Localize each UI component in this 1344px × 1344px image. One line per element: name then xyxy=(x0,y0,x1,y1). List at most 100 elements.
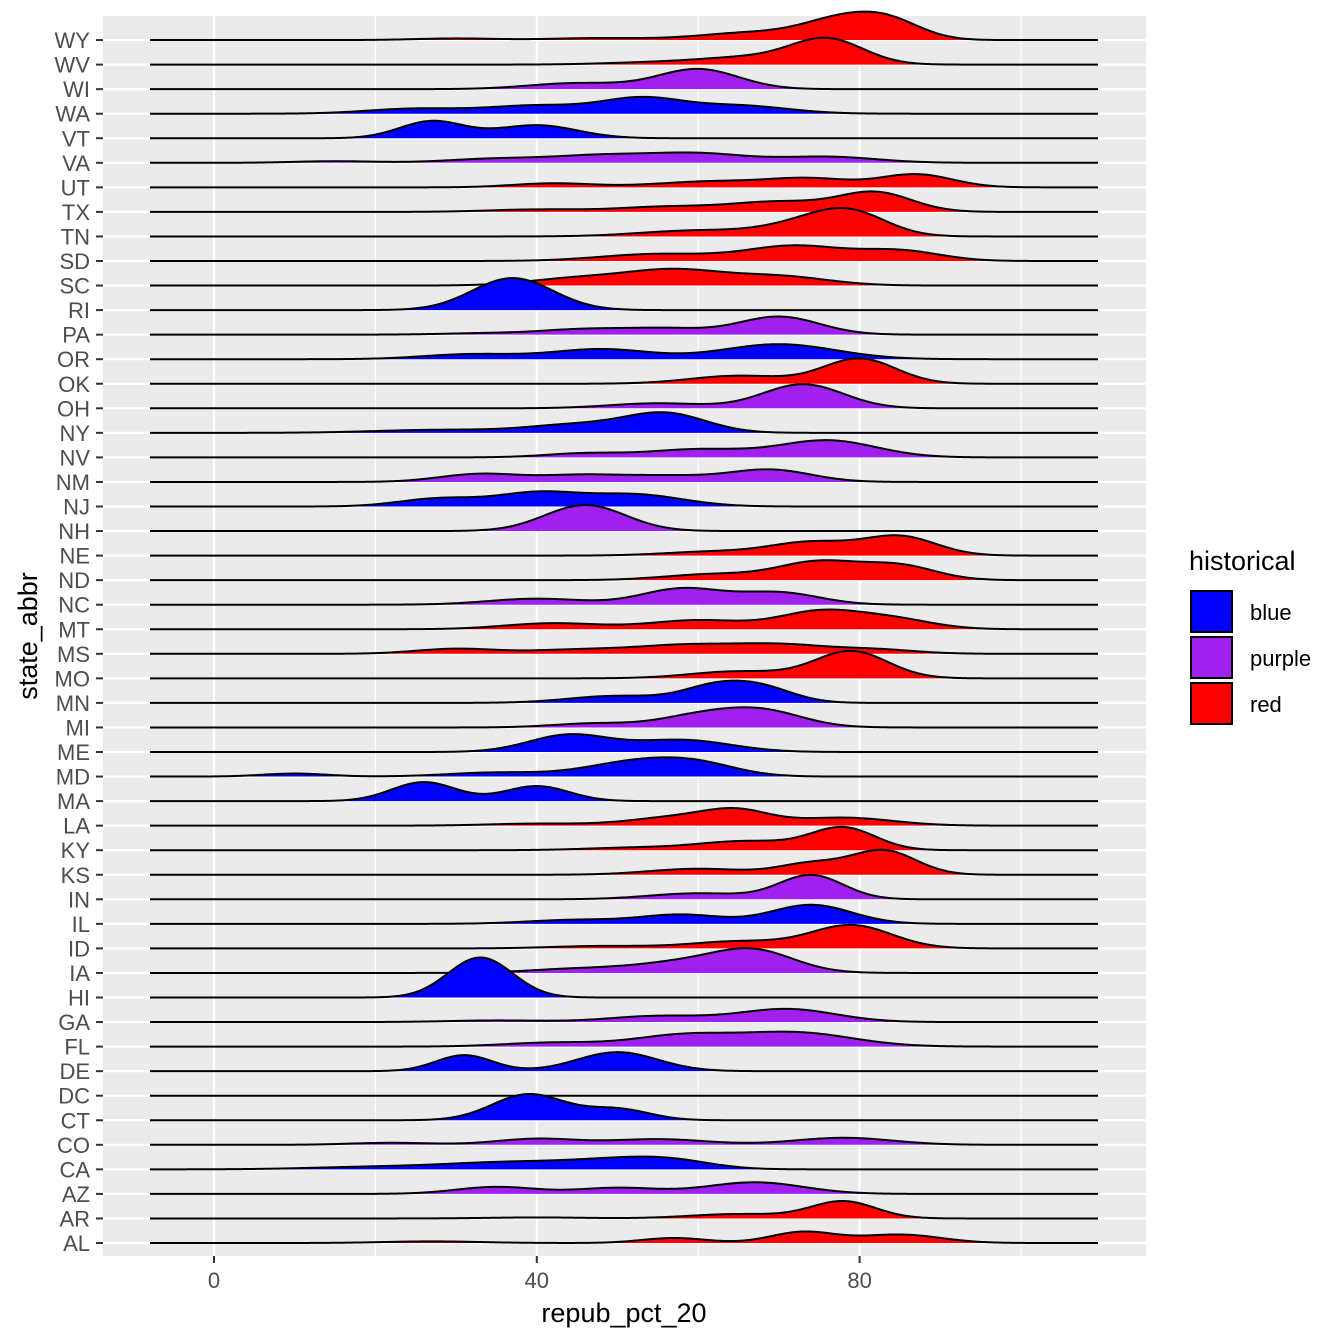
y-tick-label-KS: KS xyxy=(61,863,90,888)
ridge-line-WV xyxy=(150,36,1098,66)
ridge-line-IL xyxy=(150,903,1098,925)
ridge-line-NE xyxy=(150,534,1098,557)
ridge-fill-KY xyxy=(150,826,1098,851)
ridge-MD xyxy=(150,756,1098,778)
ridge-fill-WY xyxy=(150,11,1098,41)
y-tick-label-ID: ID xyxy=(68,936,90,961)
y-tick-label-DC: DC xyxy=(58,1084,90,1109)
ridge-line-OK xyxy=(150,357,1098,385)
ridge-line-ND xyxy=(150,559,1098,582)
ridge-MI xyxy=(150,706,1098,729)
y-tick-label-NV: NV xyxy=(59,445,90,470)
ridge-line-GA xyxy=(150,1007,1098,1024)
ridge-fill-KS xyxy=(150,849,1098,875)
y-tick-label-NH: NH xyxy=(58,519,90,544)
ridge-fill-IL xyxy=(150,904,1098,924)
legend-label-red: red xyxy=(1250,692,1282,717)
ridge-KS xyxy=(150,848,1098,876)
ridge-NC xyxy=(150,586,1098,606)
y-tick-label-MD: MD xyxy=(56,765,90,790)
y-tick-label-OR: OR xyxy=(57,347,90,372)
ridge-fill-MI xyxy=(150,707,1098,728)
ridge-line-ID xyxy=(150,923,1098,950)
y-tick-label-MT: MT xyxy=(58,617,90,642)
ridge-fill-NH xyxy=(150,505,1098,532)
ridge-line-LA xyxy=(150,807,1098,827)
ridge-fill-ID xyxy=(150,924,1098,949)
ridge-line-VT xyxy=(150,119,1098,140)
ridge-fill-AR xyxy=(150,1201,1098,1219)
ridge-fill-WI xyxy=(150,68,1098,90)
x-tick-label-0: 0 xyxy=(208,1268,220,1293)
ridge-VA xyxy=(150,151,1098,164)
ridge-GA xyxy=(150,1007,1098,1024)
ridge-WY xyxy=(150,10,1098,42)
ridge-fill-DE xyxy=(150,1052,1098,1072)
ridge-fill-MD xyxy=(150,757,1098,777)
ridge-WV xyxy=(150,36,1098,66)
ridge-VT xyxy=(150,119,1098,140)
y-tick-label-TX: TX xyxy=(62,200,90,225)
ridge-line-KS xyxy=(150,848,1098,876)
ridge-UT xyxy=(150,173,1098,189)
ridge-IN xyxy=(150,873,1098,901)
ridge-AZ xyxy=(150,1181,1098,1195)
ridges xyxy=(150,10,1098,1244)
ridge-KY xyxy=(150,825,1098,852)
ridge-fill-NJ xyxy=(150,491,1098,507)
y-tick-label-MN: MN xyxy=(56,691,90,716)
ridge-IL xyxy=(150,903,1098,925)
ridge-fill-LA xyxy=(150,808,1098,826)
ridge-line-WY xyxy=(150,10,1098,42)
ridge-line-TX xyxy=(150,190,1098,213)
y-tick-label-ND: ND xyxy=(58,568,90,593)
legend-label-blue: blue xyxy=(1250,600,1292,625)
ridge-OH xyxy=(150,383,1098,410)
ridge-ID xyxy=(150,923,1098,950)
ridge-CO xyxy=(150,1136,1098,1146)
ridge-NY xyxy=(150,411,1098,434)
ridge-SC xyxy=(150,267,1098,287)
panel-background xyxy=(103,16,1146,1256)
ridge-AL xyxy=(150,1230,1098,1244)
ridge-line-CT xyxy=(150,1092,1098,1122)
ridge-line-NV xyxy=(150,439,1098,459)
ridge-line-CO xyxy=(150,1136,1098,1146)
ridge-fill-ME xyxy=(150,734,1098,752)
y-tick-label-SD: SD xyxy=(59,249,90,274)
ridge-line-TN xyxy=(150,207,1098,238)
ridge-line-PA xyxy=(150,315,1098,336)
y-tick-label-UT: UT xyxy=(61,175,90,200)
ridge-line-AZ xyxy=(150,1181,1098,1195)
ridge-FL xyxy=(150,1030,1098,1048)
legend: historical blue purple red xyxy=(1189,546,1311,725)
ridge-line-NJ xyxy=(150,490,1098,508)
ridge-fill-TN xyxy=(150,208,1098,237)
y-tick-label-VA: VA xyxy=(62,151,90,176)
y-tick-label-MA: MA xyxy=(57,789,90,814)
ridge-line-MO xyxy=(150,649,1098,680)
y-tick-label-AR: AR xyxy=(59,1206,90,1231)
y-tick-label-NC: NC xyxy=(58,593,90,618)
ridge-fill-UT xyxy=(150,174,1098,188)
ridge-line-SD xyxy=(150,244,1098,262)
ridge-fill-AL xyxy=(150,1231,1098,1243)
ridge-line-MT xyxy=(150,608,1098,631)
y-tick-label-CA: CA xyxy=(59,1157,90,1182)
ridge-line-AL xyxy=(150,1230,1098,1244)
y-tick-label-TN: TN xyxy=(61,224,90,249)
ridge-NE xyxy=(150,534,1098,557)
y-tick-label-AZ: AZ xyxy=(62,1182,90,1207)
y-tick-label-CT: CT xyxy=(61,1108,90,1133)
ridge-NH xyxy=(150,504,1098,533)
ridge-fill-NY xyxy=(150,412,1098,433)
ridge-ME xyxy=(150,733,1098,753)
legend-swatch-red xyxy=(1190,682,1233,725)
ridge-fill-IN xyxy=(150,874,1098,900)
ridge-line-DE xyxy=(150,1051,1098,1073)
ridge-fill-TX xyxy=(150,191,1098,212)
ridge-MN xyxy=(150,679,1098,704)
y-tick-label-SC: SC xyxy=(59,274,90,299)
ridge-HI xyxy=(150,956,1098,999)
